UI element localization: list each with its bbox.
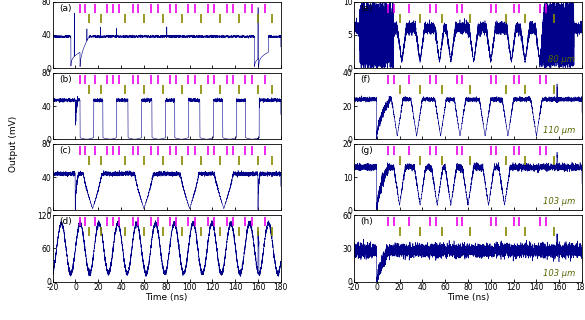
Text: 103 μm: 103 μm bbox=[543, 197, 575, 206]
Text: (d): (d) bbox=[60, 217, 72, 226]
Text: Output (mV): Output (mV) bbox=[9, 116, 18, 172]
Text: (c): (c) bbox=[60, 146, 71, 155]
X-axis label: Time (ns): Time (ns) bbox=[146, 293, 188, 302]
Text: 103 μm: 103 μm bbox=[543, 268, 575, 278]
Text: (h): (h) bbox=[361, 217, 373, 226]
Text: 80 μm: 80 μm bbox=[548, 55, 575, 64]
Text: (f): (f) bbox=[361, 75, 371, 84]
Text: (e): (e) bbox=[361, 4, 373, 12]
X-axis label: Time (ns): Time (ns) bbox=[447, 293, 489, 302]
Text: (a): (a) bbox=[60, 4, 72, 12]
Text: (g): (g) bbox=[361, 146, 373, 155]
Text: 110 μm: 110 μm bbox=[543, 126, 575, 135]
Text: (b): (b) bbox=[60, 75, 72, 84]
